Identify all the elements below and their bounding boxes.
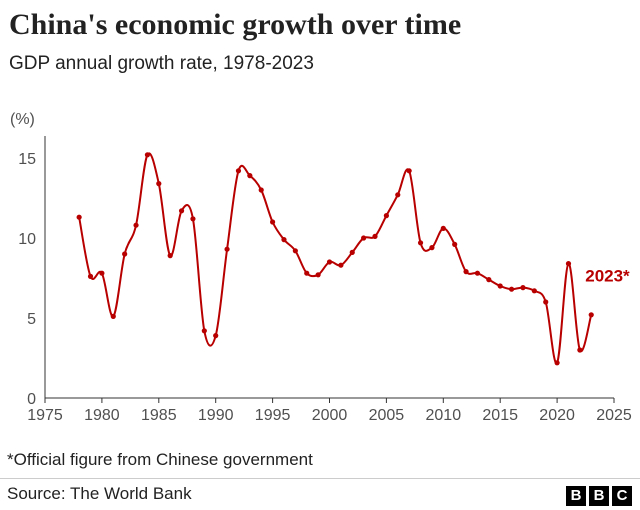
annotations: 2023* bbox=[585, 266, 630, 285]
data-point bbox=[383, 213, 389, 219]
data-point bbox=[304, 270, 310, 276]
data-point bbox=[588, 312, 594, 318]
data-point bbox=[520, 285, 526, 291]
x-tick-label: 1985 bbox=[141, 407, 177, 424]
data-point bbox=[235, 168, 242, 174]
data-point bbox=[497, 283, 503, 289]
series-line bbox=[78, 152, 593, 364]
y-tick-label: 5 bbox=[27, 311, 36, 328]
line-chart: (%) 0 5 10 15 1975 1980 1985 1990 1995 2000 2005 2… bbox=[10, 111, 632, 424]
data-point bbox=[395, 192, 401, 198]
data-point bbox=[361, 235, 367, 241]
data-point bbox=[543, 299, 549, 305]
data-point bbox=[486, 277, 492, 283]
data-point bbox=[178, 208, 185, 214]
y-tick-label: 10 bbox=[18, 231, 36, 248]
data-point bbox=[87, 273, 94, 279]
data-point bbox=[508, 286, 515, 292]
data-point bbox=[531, 288, 537, 294]
chart-subtitle: GDP annual growth rate, 1978-2023 bbox=[9, 53, 314, 74]
data-point bbox=[224, 246, 230, 252]
data-point bbox=[338, 262, 344, 268]
data-point bbox=[270, 219, 276, 225]
x-tick-label: 1990 bbox=[198, 407, 234, 424]
logo-letter-c: C bbox=[612, 486, 632, 506]
x-tick-label: 1995 bbox=[255, 407, 291, 424]
x-tick-label: 2000 bbox=[312, 407, 348, 424]
series-gdp-growth bbox=[76, 152, 594, 366]
data-point bbox=[190, 216, 196, 222]
x-tick-label: 2025 bbox=[596, 407, 632, 424]
data-point bbox=[133, 222, 139, 228]
annotation-2023-label: 2023* bbox=[585, 266, 630, 285]
data-point bbox=[452, 241, 458, 247]
logo-letter-b1: B bbox=[566, 486, 586, 506]
data-point bbox=[474, 270, 481, 276]
data-point bbox=[417, 240, 424, 246]
data-point bbox=[406, 168, 412, 174]
footnote: *Official figure from Chinese government bbox=[7, 450, 313, 469]
chart-title: China's economic growth over time bbox=[9, 8, 462, 41]
data-point bbox=[315, 272, 321, 278]
data-point bbox=[372, 233, 378, 239]
data-point bbox=[144, 152, 151, 158]
x-tick-label: 2010 bbox=[426, 407, 462, 424]
data-point bbox=[247, 173, 253, 179]
y-axis: 0 5 10 15 bbox=[18, 136, 46, 408]
data-point bbox=[429, 245, 435, 251]
source-text: Source: The World Bank bbox=[7, 484, 192, 503]
y-tick-label: 0 bbox=[27, 391, 36, 408]
data-point bbox=[110, 313, 116, 319]
data-point bbox=[99, 270, 105, 276]
data-point bbox=[349, 249, 355, 255]
data-point bbox=[167, 253, 173, 259]
x-tick-label: 2005 bbox=[369, 407, 405, 424]
data-point bbox=[122, 251, 128, 257]
data-point bbox=[326, 259, 333, 265]
data-point bbox=[156, 181, 162, 187]
data-point bbox=[292, 248, 298, 254]
data-point bbox=[577, 347, 583, 353]
data-point bbox=[565, 261, 572, 267]
data-point bbox=[554, 360, 560, 366]
data-point bbox=[440, 225, 446, 231]
y-tick-label: 15 bbox=[18, 151, 36, 168]
footer-divider bbox=[0, 478, 640, 479]
x-axis: 1975 1980 1985 1990 1995 2000 2005 2010 2015 2020… bbox=[27, 397, 632, 424]
data-point bbox=[463, 269, 469, 275]
y-axis-unit-label: (%) bbox=[10, 111, 35, 128]
bbc-logo: B B C bbox=[566, 486, 632, 506]
x-tick-label: 1980 bbox=[84, 407, 120, 424]
x-tick-label: 2015 bbox=[482, 407, 518, 424]
x-tick-label: 2020 bbox=[539, 407, 575, 424]
data-point bbox=[213, 333, 219, 339]
data-point bbox=[76, 214, 82, 220]
data-point bbox=[201, 328, 207, 334]
data-point bbox=[258, 187, 264, 193]
logo-letter-b2: B bbox=[589, 486, 609, 506]
x-tick-label: 1975 bbox=[27, 407, 63, 424]
data-point bbox=[281, 237, 287, 243]
